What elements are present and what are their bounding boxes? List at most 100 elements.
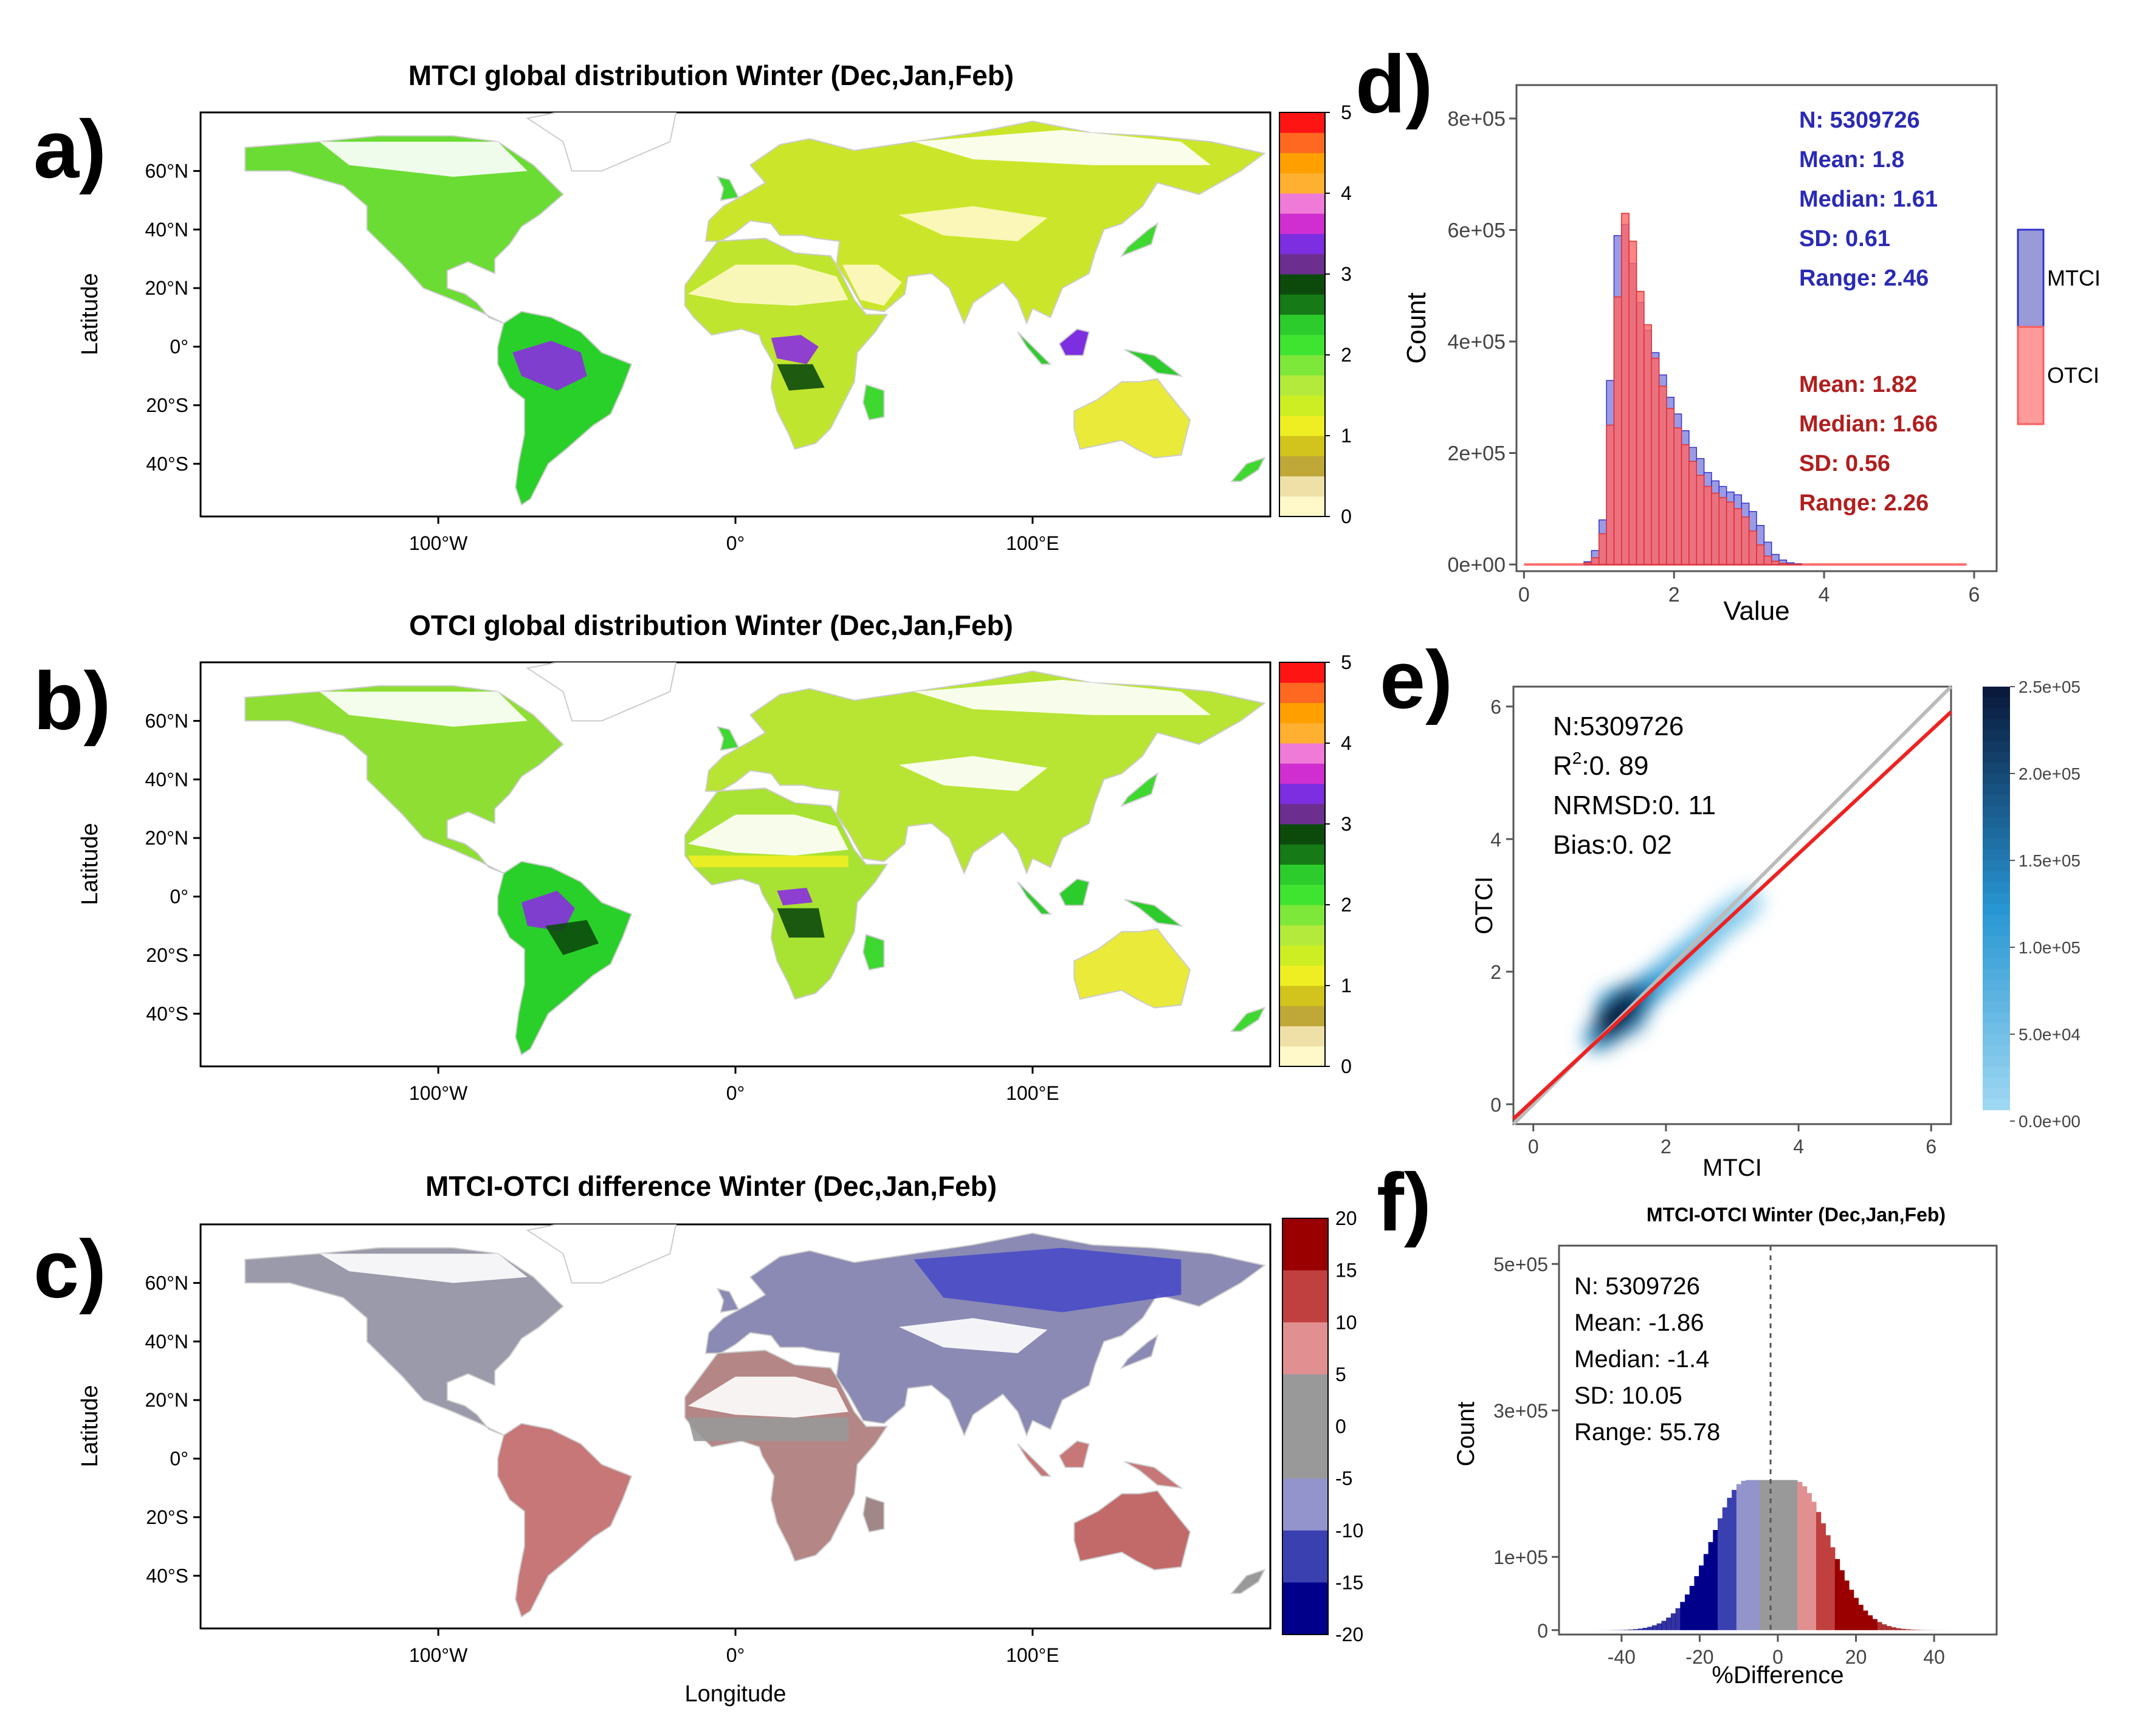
d-bar-otci (1688, 461, 1697, 565)
f-distribution-bin (1886, 1625, 1892, 1630)
e-colorbar-segment (1983, 1066, 2010, 1079)
map-b-xtick-label: 100°W (409, 1082, 468, 1104)
map-a-north-america (244, 135, 564, 324)
f-distribution-bin (1732, 1489, 1737, 1630)
colorbar-c-tick-label: 0 (1335, 1416, 1346, 1438)
colorbar-b-segment (1279, 905, 1325, 925)
colorbar-a-tick-label: 1 (1341, 425, 1352, 447)
e-colorbar-tick-label: 0.0e+00 (2019, 1112, 2081, 1131)
map-b-ytick-label: 60°N (145, 710, 189, 732)
stat-e-r2: R2:0. 89 (1553, 749, 1648, 781)
map-c-xtick-label: 100°W (409, 1644, 468, 1666)
e-ytick-label: 0 (1490, 1094, 1501, 1116)
e-xtick-label: 2 (1661, 1136, 1671, 1158)
d-ytick-label: 2e+05 (1448, 442, 1506, 465)
map-a-land (244, 112, 1266, 506)
colorbar-a-segment (1279, 375, 1325, 396)
f-distribution-bin (1896, 1628, 1901, 1630)
map-b-xtick-label: 100°E (1006, 1082, 1059, 1104)
map-b-ytick-label: 20°S (146, 944, 188, 966)
e-colorbar-segment (1983, 774, 2010, 785)
d-bar-otci (1756, 544, 1765, 565)
panel-c-xlabel: Longitude (685, 1681, 786, 1707)
panel-letter-d: d) (1355, 38, 1433, 130)
colorbar-b-tick-label: 3 (1341, 813, 1352, 835)
f-distribution-bin (1647, 1627, 1653, 1630)
e-colorbar-segment (1983, 687, 2010, 698)
f-distribution-bin (1680, 1602, 1685, 1630)
panel-b-colorbar: 0 1 2 3 4 5 (1279, 651, 1352, 1077)
f-distribution-bin (1642, 1627, 1648, 1630)
panel-d-plot-frame (1515, 84, 1998, 572)
stat-otci-median: Median: 1.66 (1799, 411, 1938, 437)
map-c-region-central-asia (898, 1318, 1048, 1353)
e-colorbar-tick-label: 2.0e+05 (2019, 764, 2081, 783)
map-b-new-zealand (1230, 1006, 1266, 1032)
map-b-region-siberia (914, 679, 1211, 715)
f-xtick-label: -20 (1685, 1646, 1713, 1668)
colorbar-a-segment (1279, 314, 1325, 335)
d-xtick-label: 6 (1969, 583, 1980, 606)
colorbar-c-frame (1282, 1218, 1329, 1635)
colorbar-c-segment (1282, 1426, 1328, 1479)
map-c-xtick-label: 0° (726, 1644, 745, 1666)
f-distribution-bin (1802, 1486, 1808, 1630)
d-xtick-label: 2 (1668, 583, 1680, 606)
f-distribution-bin (1858, 1605, 1864, 1630)
d-bar-otci (1651, 357, 1660, 565)
d-bar-otci (1726, 501, 1735, 565)
panel-f: MTCI-OTCI Winter (Dec,Jan,Feb) -40 -20 0 20… (1453, 1204, 1998, 1689)
legend-mtci-swatch (2017, 228, 2045, 328)
panel-a-colorbar: 0 1 2 3 4 5 (1279, 101, 1352, 527)
colorbar-a-segment (1279, 193, 1325, 214)
e-colorbar-segment (1983, 990, 2010, 1002)
e-colorbar-segment (1983, 936, 2010, 948)
f-distribution-bin (1778, 1480, 1784, 1630)
map-a-region-arabia (842, 264, 902, 306)
f-xtick-label: 20 (1845, 1646, 1867, 1668)
f-distribution-bin (1882, 1624, 1887, 1630)
f-distribution-bin (1736, 1484, 1742, 1630)
panel-e-colorbar: 2.5e+05 2.0e+05 1.5e+05 1.0e+05 5.0e+04 0.0e+… (1983, 678, 2081, 1131)
map-b-north-america (244, 685, 564, 874)
f-distribution-bin (1713, 1529, 1718, 1630)
f-xtick-label: 0 (1772, 1646, 1783, 1668)
f-distribution-bin (1764, 1480, 1770, 1630)
e-colorbar-segment (1983, 849, 2010, 861)
e-colorbar-segment (1983, 1055, 2010, 1068)
e-colorbar-segment (1983, 828, 2010, 839)
e-colorbar-segment (1983, 1023, 2010, 1035)
d-bar-otci (1583, 562, 1592, 565)
colorbar-a-tick-label: 0 (1341, 506, 1352, 527)
panel-b: OTCI global distribution Winter (Dec,Jan… (77, 609, 1352, 1104)
e-ytick-label: 6 (1490, 696, 1501, 718)
e-colorbar-segment (1983, 980, 2010, 992)
map-c-land (244, 1224, 1266, 1618)
f-distribution-bin (1816, 1512, 1822, 1630)
f-distribution-bin (1905, 1629, 1910, 1630)
stat-mtci-n: N: 5309726 (1799, 108, 1920, 133)
f-distribution-bin (1661, 1621, 1667, 1630)
panel-b-axes: 100°W 0° 100°E 60°N 40°N 20°N 0° 20°S 40°S (145, 710, 1059, 1104)
e-density-point (1594, 1000, 1631, 1037)
panel-c-colorbar: 20 15 10 5 0 -5 -10 -15 -20 (1282, 1207, 1363, 1645)
e-colorbar-segment (1983, 1034, 2010, 1046)
stat-f-n: N: 5309726 (1574, 1273, 1700, 1300)
map-b-region-congo-high (777, 888, 813, 905)
d-ytick-label: 0e+00 (1448, 554, 1506, 577)
f-distribution-bin (1834, 1559, 1840, 1630)
map-a-region-congo-dark (777, 364, 825, 391)
f-distribution-bin (1708, 1542, 1713, 1630)
panel-b-title: OTCI global distribution Winter (Dec,Jan… (409, 609, 1013, 641)
d-bar-otci (1741, 516, 1750, 565)
f-distribution-bin (1900, 1628, 1906, 1630)
stat-mtci-median: Median: 1.61 (1799, 187, 1938, 212)
f-distribution-bin (1844, 1580, 1850, 1630)
f-distribution-bin (1760, 1480, 1765, 1630)
d-bar-otci (1771, 560, 1780, 565)
map-c-ytick-label: 40°N (145, 1331, 189, 1353)
f-ytick-label: 0 (1537, 1620, 1548, 1642)
map-c-region-sahel-grey (687, 1418, 848, 1441)
colorbar-b-segment (1279, 824, 1325, 845)
panel-d: 0 2 4 6 0e+00 2e+05 4e+05 6e+05 8e+05 Count Valu… (1402, 84, 2101, 626)
